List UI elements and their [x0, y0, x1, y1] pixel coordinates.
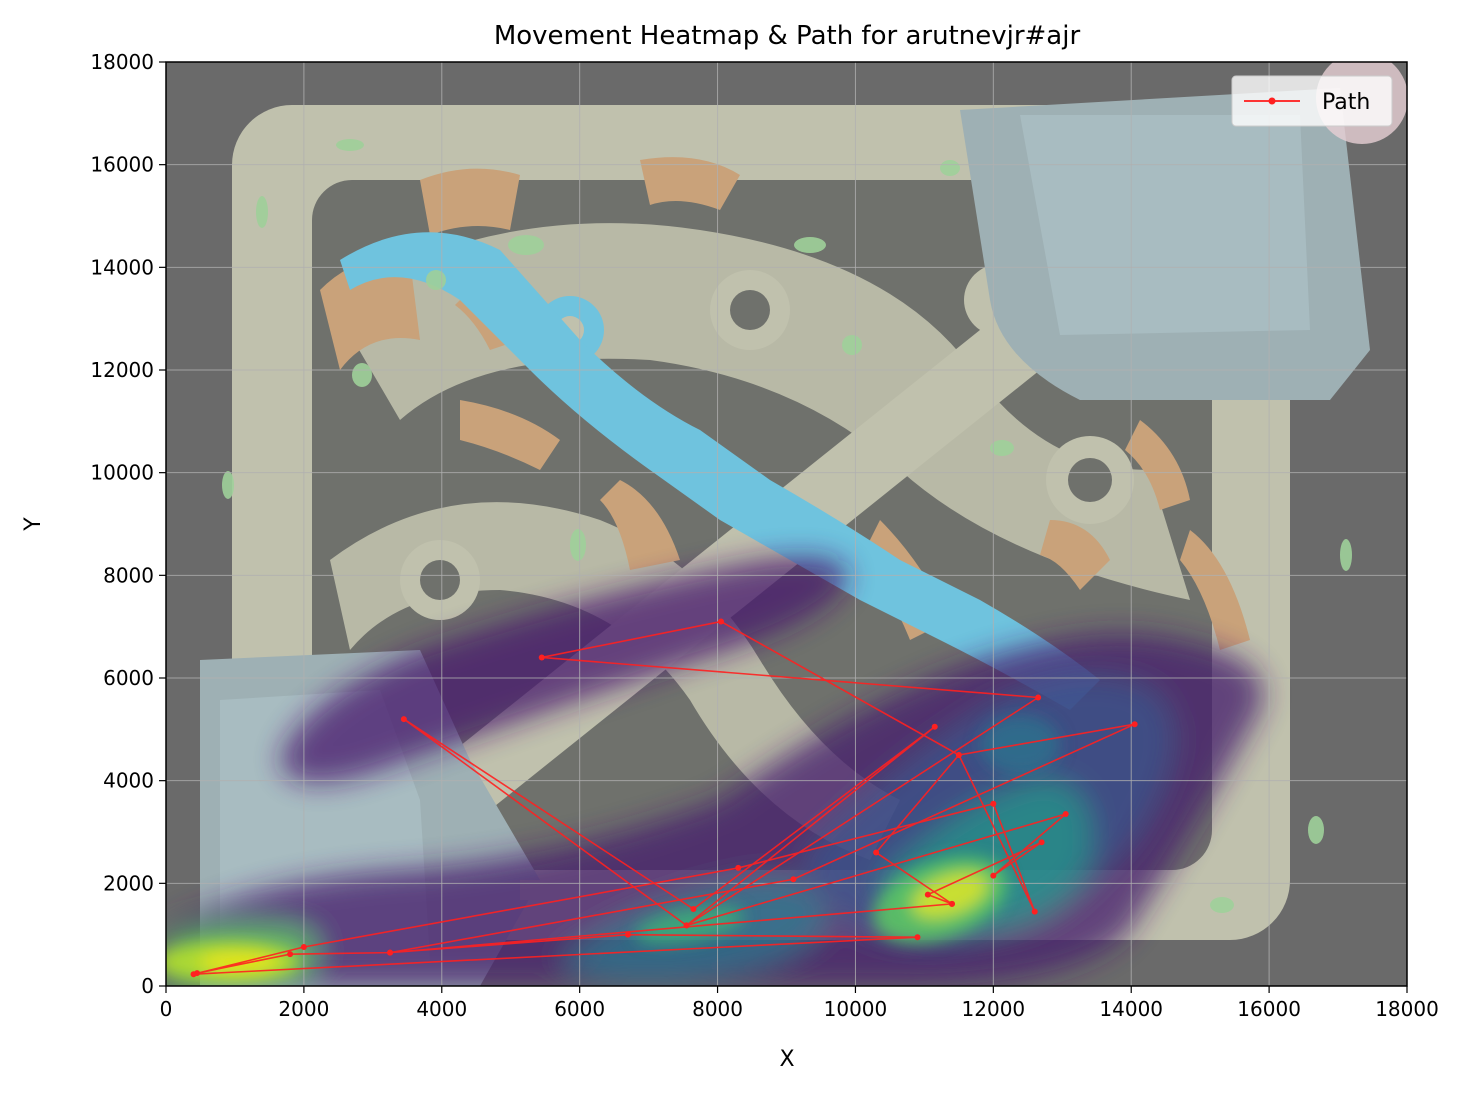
- legend: Path: [1231, 75, 1393, 127]
- path-point: [718, 618, 725, 625]
- y-tick-label: 4000: [103, 769, 154, 793]
- legend-box: [1231, 75, 1393, 127]
- path-line: [192, 620, 1136, 975]
- x-axis-label: X: [779, 1047, 794, 1072]
- path-point: [1131, 721, 1138, 728]
- path-point: [1035, 694, 1042, 701]
- y-tick-label: 18000: [90, 50, 154, 74]
- x-tick-label: 16000: [1237, 997, 1301, 1021]
- path-point: [735, 864, 742, 871]
- x-tick-label: 12000: [962, 997, 1026, 1021]
- path-point: [1038, 839, 1045, 846]
- y-tick-label: 6000: [103, 666, 154, 690]
- y-axis-ticks: 0 2000 4000 6000 8000 10000 12000 14000 16000 180…: [90, 50, 166, 998]
- path-point: [300, 943, 307, 950]
- path-point: [931, 723, 938, 730]
- x-tick-label: 18000: [1375, 997, 1439, 1021]
- path-point: [990, 800, 997, 807]
- x-axis-ticks: 0 2000 4000 6000 8000 10000 12000 14000 16000 180…: [160, 986, 1439, 1021]
- x-tick-label: 10000: [824, 997, 888, 1021]
- chart-title: Movement Heatmap & Path for arutnevjr#aj…: [494, 21, 1081, 51]
- path-point: [990, 872, 997, 879]
- path-point: [400, 716, 407, 723]
- path-point: [690, 906, 697, 912]
- x-tick-label: 0: [160, 997, 173, 1021]
- x-tick-label: 6000: [554, 997, 605, 1021]
- path-point: [190, 971, 197, 978]
- path-point: [955, 752, 962, 758]
- path-point: [790, 876, 797, 883]
- plot-frame: [165, 61, 1408, 987]
- path-point: [873, 849, 880, 856]
- legend-marker: [1268, 97, 1276, 105]
- legend-entry-path: Path: [1322, 90, 1370, 115]
- path-point: [287, 951, 294, 958]
- path-point: [387, 949, 394, 956]
- x-tick-label: 14000: [1099, 997, 1163, 1021]
- y-tick-label: 0: [141, 974, 154, 998]
- path-series: [190, 618, 1138, 978]
- path-point: [683, 922, 690, 929]
- y-tick-label: 16000: [90, 153, 154, 177]
- path-point: [948, 900, 955, 907]
- path-point: [1062, 811, 1069, 818]
- path-point: [924, 891, 931, 898]
- y-tick-label: 14000: [90, 255, 154, 279]
- path-point: [914, 934, 921, 941]
- y-axis-label: Y: [21, 517, 46, 532]
- path-point: [1031, 908, 1038, 915]
- y-tick-label: 12000: [90, 358, 154, 382]
- path-point: [624, 931, 631, 938]
- path-point: [538, 654, 545, 661]
- y-tick-label: 2000: [103, 871, 154, 895]
- y-tick-label: 8000: [103, 563, 154, 587]
- x-tick-label: 4000: [416, 997, 467, 1021]
- y-tick-label: 10000: [90, 461, 154, 485]
- x-tick-label: 2000: [278, 997, 329, 1021]
- x-tick-label: 8000: [692, 997, 743, 1021]
